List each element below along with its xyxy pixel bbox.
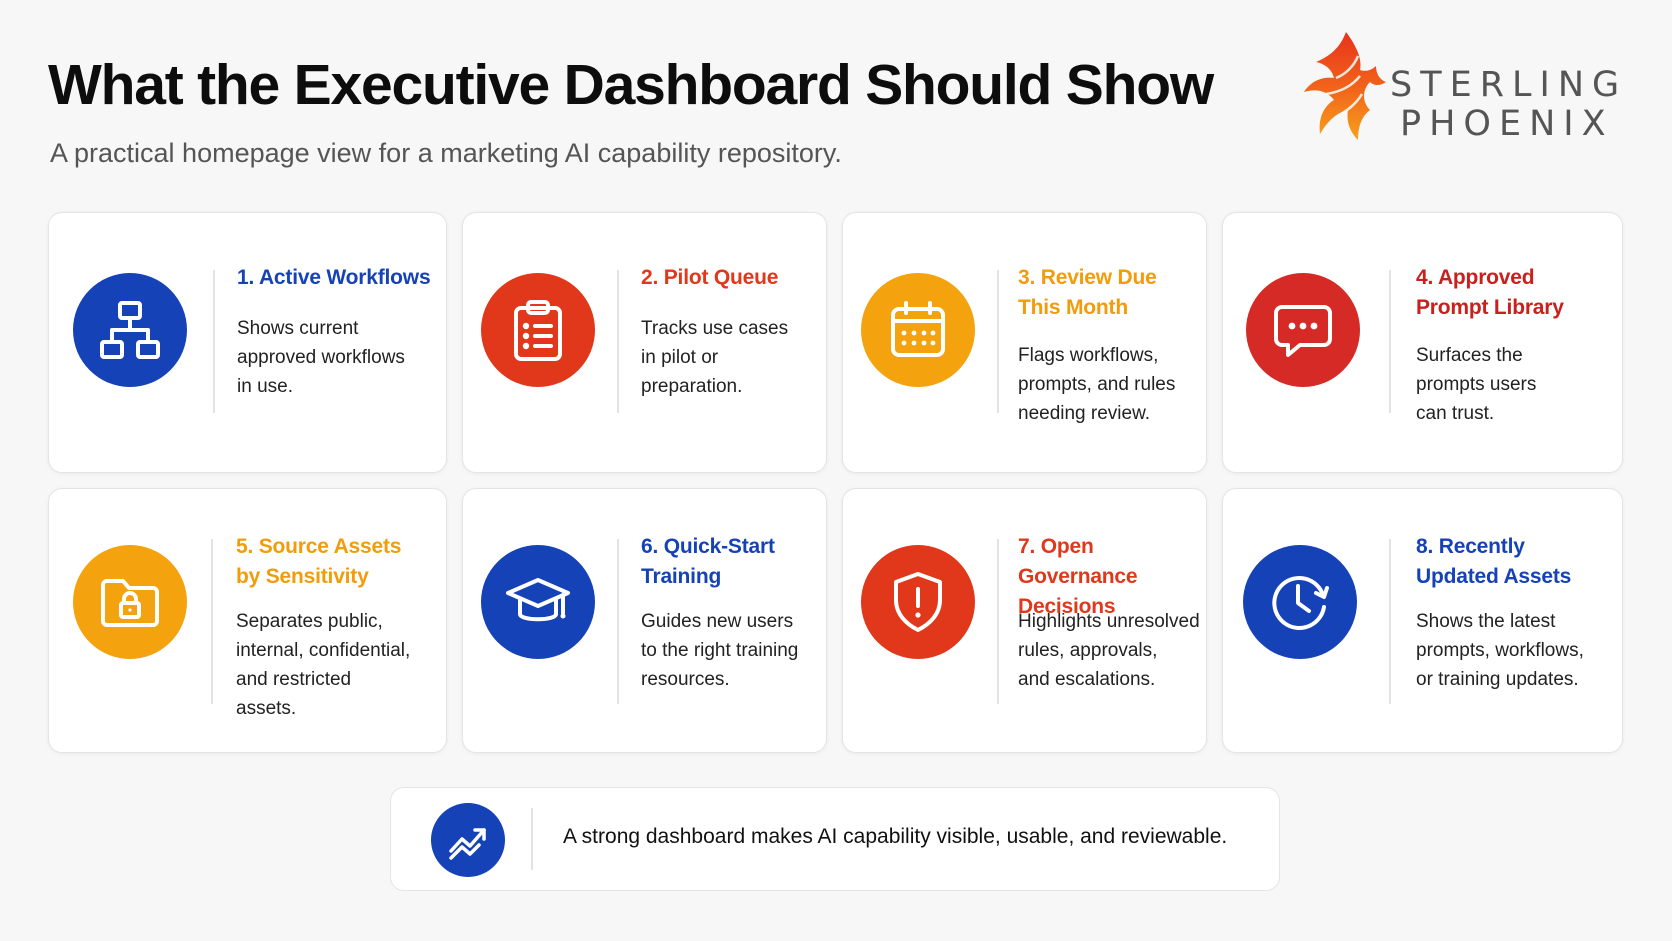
page-subtitle: A practical homepage view for a marketin…	[50, 138, 842, 168]
icon-badge	[431, 803, 505, 877]
clipboard-list-icon	[514, 300, 562, 361]
divider	[617, 270, 619, 413]
card-title: 2. Pilot Queue	[641, 266, 779, 289]
divider	[1389, 539, 1391, 704]
icon-badge	[73, 545, 187, 659]
card-description: Flags workflows, prompts, and rules need…	[1018, 345, 1176, 424]
graduation-cap-icon	[506, 578, 570, 622]
page-title: What the Executive Dashboard Should Show	[48, 53, 1214, 117]
card-description: Shows the latest prompts, workflows, or …	[1416, 611, 1584, 690]
card-title: 8. Recently Updated Assets	[1416, 535, 1572, 588]
card-description: Guides new users to the right training r…	[641, 611, 799, 690]
card-title: 4. Approved Prompt Library	[1416, 266, 1564, 319]
card-pilot-queue[interactable]: 2. Pilot Queue Tracks use cases in pilot…	[462, 212, 827, 473]
locked-folder-icon	[101, 579, 159, 627]
icon-badge	[861, 545, 975, 659]
brand-line-1: STERLING	[1390, 65, 1628, 105]
brand-line-2: PHOENIX	[1400, 104, 1614, 144]
card-title: 1. Active Workflows	[237, 266, 431, 289]
clock-refresh-icon	[1272, 576, 1329, 630]
card-quick-start-training[interactable]: 6. Quick-Start Training Guides new users…	[462, 488, 827, 753]
card-active-workflows[interactable]: 1. Active Workflows Shows current approv…	[48, 212, 447, 473]
card-open-governance-decisions[interactable]: 7. Open Governance Decisions Highlights …	[842, 488, 1207, 753]
chat-bubble-icon	[1274, 305, 1332, 357]
divider	[997, 539, 999, 704]
card-recently-updated-assets[interactable]: 8. Recently Updated Assets Shows the lat…	[1222, 488, 1623, 753]
shield-alert-icon	[894, 572, 942, 632]
card-title: 3. Review Due This Month	[1018, 266, 1157, 319]
card-title: 7. Open Governance Decisions	[1018, 535, 1138, 618]
card-description: Shows current approved workflows in use.	[237, 318, 405, 397]
card-description: Tracks use cases in pilot or preparation…	[641, 318, 789, 397]
phoenix-logo-icon	[1304, 32, 1386, 140]
card-approved-prompt-library[interactable]: 4. Approved Prompt Library Surfaces the …	[1222, 212, 1623, 473]
divider	[531, 808, 533, 870]
workflow-hierarchy-icon	[100, 301, 160, 359]
icon-badge	[1246, 273, 1360, 387]
card-title: 6. Quick-Start Training	[641, 535, 775, 588]
card-description: Surfaces the prompts users can trust.	[1416, 345, 1537, 424]
icon-badge	[861, 273, 975, 387]
divider	[213, 270, 215, 413]
footer-callout: A strong dashboard makes AI capability v…	[390, 787, 1280, 891]
brand-logo: STERLING PHOENIX	[1300, 26, 1630, 146]
icon-badge	[73, 273, 187, 387]
divider	[211, 539, 213, 704]
footer-text: A strong dashboard makes AI capability v…	[563, 825, 1228, 848]
card-title: 5. Source Assets by Sensitivity	[236, 535, 402, 588]
trending-up-icon	[449, 828, 486, 860]
divider	[997, 270, 999, 413]
card-review-due[interactable]: 3. Review Due This Month Flags workflows…	[842, 212, 1207, 473]
divider	[1389, 270, 1391, 413]
card-description: Separates public, internal, confidential…	[236, 611, 411, 719]
icon-badge	[481, 273, 595, 387]
divider	[617, 539, 619, 704]
icon-badge	[1243, 545, 1357, 659]
card-source-assets[interactable]: 5. Source Assets by Sensitivity Separate…	[48, 488, 447, 753]
calendar-icon	[891, 301, 945, 357]
card-description: Highlights unresolved rules, approvals, …	[1018, 611, 1200, 690]
icon-badge	[481, 545, 595, 659]
brand-wordmark: STERLING PHOENIX	[1390, 66, 1627, 144]
